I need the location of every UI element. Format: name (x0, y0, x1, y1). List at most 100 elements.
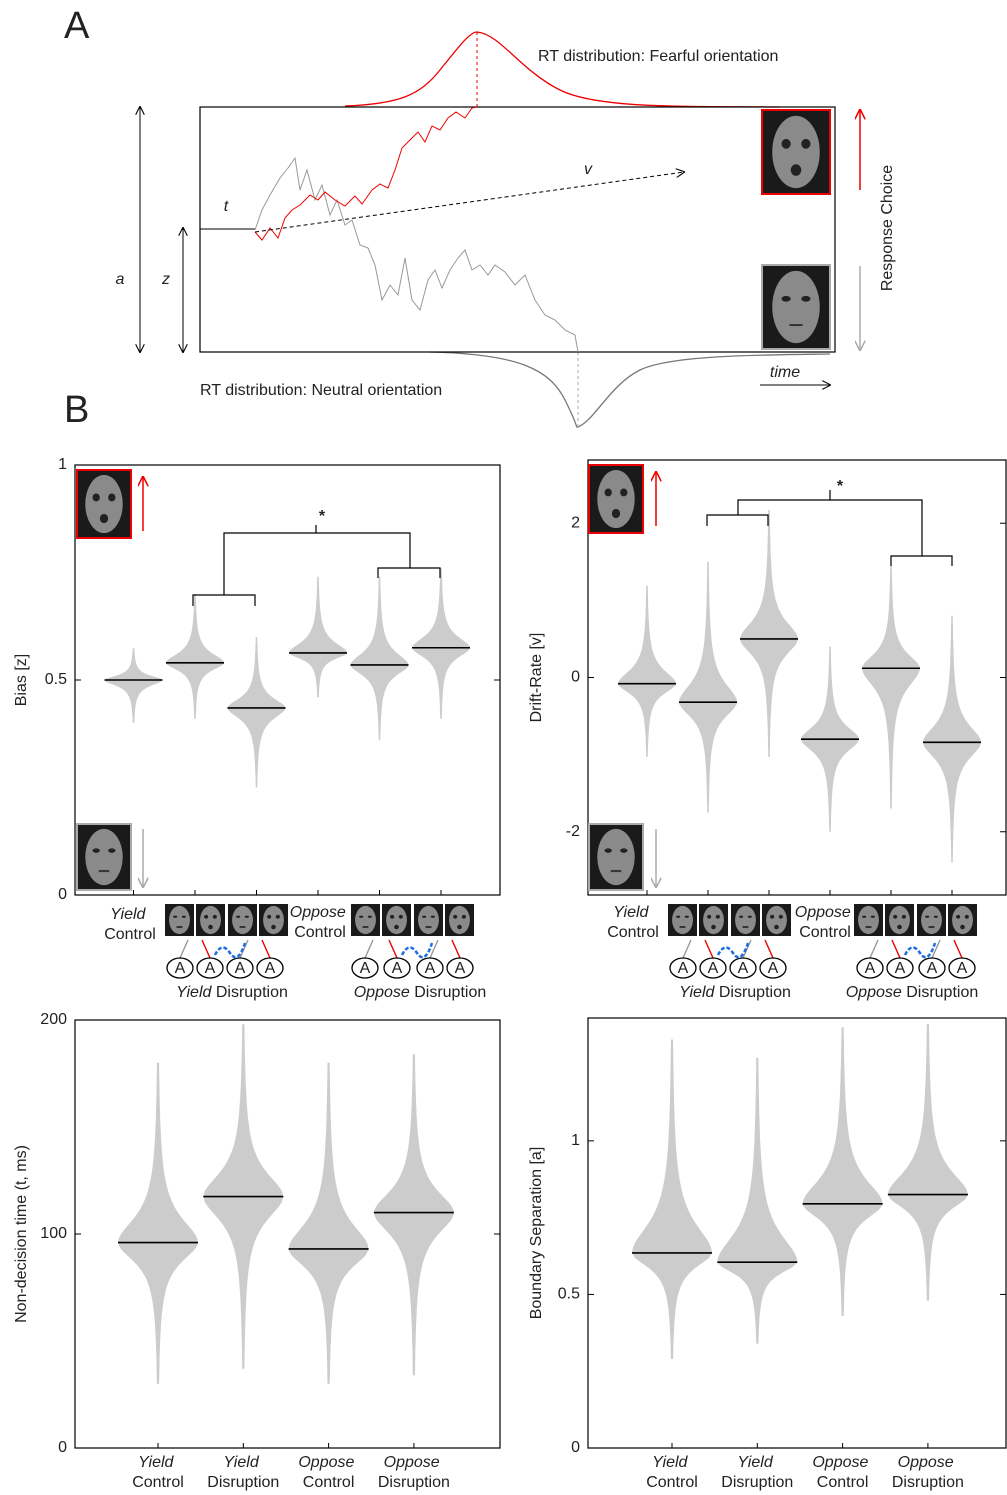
fearful-face (762, 904, 791, 936)
eye (213, 915, 217, 919)
neutral-face (854, 904, 883, 936)
x-tick-label: Oppose Control (298, 1454, 358, 1491)
agent-label: A (235, 960, 246, 977)
face-skin (85, 475, 122, 533)
x-tick-label: Oppose Control (290, 904, 350, 941)
neutral-face (668, 904, 697, 936)
red-walk (255, 107, 477, 240)
eye (893, 915, 897, 919)
eye (707, 915, 711, 919)
y-tick-label: 0 (571, 669, 580, 686)
agent-label: A (678, 960, 689, 977)
link-arrow (765, 940, 773, 958)
agent-label: A (708, 960, 719, 977)
eye (390, 915, 394, 919)
face-skin (672, 906, 693, 934)
face-skin (766, 906, 787, 934)
significance-bracket (193, 525, 440, 606)
eye (605, 848, 612, 852)
agent-label: A (175, 960, 186, 977)
eye (676, 916, 680, 918)
y-tick-label: 0.5 (45, 671, 67, 688)
link-arrow (180, 940, 188, 958)
agent-label: A (455, 960, 466, 977)
violin (618, 586, 676, 757)
neutral-face (228, 904, 257, 936)
ddm-box (200, 107, 835, 352)
figure: A B RT distribution: Fearful orientation… (0, 0, 1007, 1495)
y-tick-label: 2 (571, 514, 580, 531)
x-tick-label: Yield Disruption (176, 984, 288, 1001)
agent-label: A (927, 960, 938, 977)
mouth (100, 514, 108, 523)
mouth (791, 164, 802, 175)
violin (717, 1058, 797, 1344)
eye (399, 915, 403, 919)
link-arrow (705, 940, 713, 958)
disruption-link (718, 943, 748, 957)
eye (801, 296, 810, 302)
eye (781, 296, 790, 302)
neutral-face (917, 904, 946, 936)
eye (93, 493, 100, 501)
link-arrow (202, 940, 210, 958)
y-tick-label: 1 (571, 1132, 580, 1149)
x-tick-label: Yield Control (607, 904, 659, 941)
violin (740, 510, 798, 757)
face-skin (597, 829, 634, 885)
agent-label: A (957, 960, 968, 977)
eye (801, 139, 810, 149)
eye (93, 848, 100, 852)
link-arrow (954, 940, 962, 958)
neutral-face (761, 264, 831, 350)
fearful-face (761, 109, 831, 195)
ddm-diagram (140, 32, 860, 427)
eye (359, 916, 363, 918)
x-tick-label: Yield Disruption (721, 1454, 793, 1491)
eye (605, 488, 612, 496)
x-tick-label: Oppose Disruption (354, 984, 487, 1001)
link-arrow (262, 940, 270, 958)
agent-label: A (392, 960, 403, 977)
violin (289, 1063, 369, 1384)
y-axis-label: Drift-Rate [v] (528, 633, 545, 723)
x-tick-label: Oppose Control (795, 904, 855, 941)
panel-label: B (64, 389, 89, 431)
mouth (960, 925, 965, 929)
eye (108, 848, 115, 852)
face-skin (921, 906, 942, 934)
face-skin (449, 906, 470, 934)
agent-label: A (205, 960, 216, 977)
x-tick-label: Yield Control (104, 906, 156, 943)
significance-star: * (319, 508, 326, 525)
fearful-rt-label: RT distribution: Fearful orientation (538, 48, 778, 65)
eye (267, 915, 271, 919)
gray-walk (255, 158, 578, 352)
y-axis-label: Bias [z] (13, 654, 30, 706)
face-skin (418, 906, 439, 934)
fearful-face (445, 904, 474, 936)
mouth (457, 925, 462, 929)
link-arrow (683, 940, 691, 958)
eye (902, 915, 906, 919)
agent-label: A (265, 960, 276, 977)
x-tick-label: Oppose Disruption (846, 984, 979, 1001)
panel-label: A (64, 5, 90, 47)
eye (236, 916, 240, 918)
disruption-link (215, 943, 245, 957)
disruption-link (402, 943, 432, 957)
drift-arrow (255, 172, 684, 232)
link-arrow (430, 940, 438, 958)
x-tick-label: Oppose Control (812, 1454, 872, 1491)
face-skin (200, 906, 221, 934)
fearful-face (259, 904, 288, 936)
face-skin (232, 906, 253, 934)
violin (862, 566, 920, 809)
face-skin (597, 470, 634, 528)
param-label: z (161, 271, 170, 288)
eye (871, 916, 875, 918)
y-tick-label: 100 (40, 1225, 67, 1242)
fearful-face (699, 904, 728, 936)
y-tick-label: 200 (40, 1011, 67, 1028)
face-skin (263, 906, 284, 934)
